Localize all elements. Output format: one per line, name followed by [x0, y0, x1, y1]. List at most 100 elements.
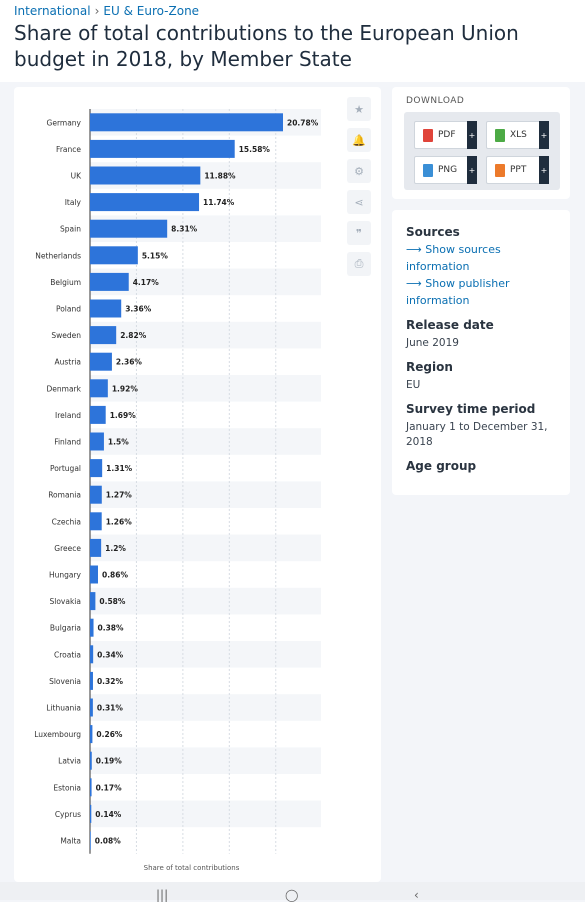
quote-icon[interactable]: ❞ — [347, 221, 371, 245]
download-png-button[interactable]: PNG + — [414, 156, 477, 184]
bar[interactable] — [90, 219, 168, 238]
back-icon[interactable]: ‹ — [414, 888, 419, 902]
breadcrumb-separator: › — [94, 4, 100, 18]
category-label: Bulgaria — [50, 624, 81, 633]
gear-icon[interactable]: ⚙ — [347, 159, 371, 183]
category-label: Czechia — [52, 517, 81, 526]
bar[interactable] — [90, 326, 117, 345]
download-ppt-button[interactable]: PPT + — [486, 156, 549, 184]
download-pdf-button[interactable]: PDF + — [414, 121, 477, 149]
value-label: 0.31% — [97, 704, 124, 713]
bar[interactable] — [90, 698, 93, 717]
bar[interactable] — [90, 166, 201, 185]
star-icon[interactable]: ★ — [347, 97, 371, 121]
bar[interactable] — [90, 831, 91, 850]
bar[interactable] — [90, 113, 283, 132]
plus-icon[interactable]: + — [539, 121, 549, 149]
category-label: Estonia — [53, 783, 81, 792]
region-value: EU — [406, 379, 421, 391]
show-publisher-label: Show publisher information — [406, 277, 510, 307]
row-band — [90, 641, 321, 668]
value-label: 0.17% — [96, 783, 123, 792]
row-band — [90, 587, 321, 615]
bar[interactable] — [90, 565, 98, 584]
plus-icon[interactable]: + — [467, 121, 477, 149]
age-group-heading: Age group — [406, 459, 477, 473]
download-title: DOWNLOAD — [406, 96, 465, 106]
bar[interactable] — [90, 432, 104, 451]
value-label: 0.38% — [98, 624, 125, 633]
home-icon[interactable]: ◯ — [285, 888, 299, 902]
download-xls-button[interactable]: XLS + — [486, 121, 549, 149]
value-label: 0.14% — [95, 810, 122, 819]
value-label: 0.32% — [97, 677, 124, 686]
value-label: 8.31% — [171, 225, 198, 234]
bar[interactable] — [90, 405, 106, 424]
category-label: Poland — [56, 305, 81, 314]
show-sources-label: Show sources information — [406, 243, 501, 273]
bell-icon[interactable]: 🔔 — [347, 128, 371, 152]
bar[interactable] — [90, 725, 93, 744]
category-label: Finland — [54, 438, 81, 447]
value-label: 1.5% — [108, 438, 129, 447]
bar[interactable] — [90, 246, 138, 265]
xls-file-icon — [495, 128, 505, 142]
breadcrumb: International › EU & Euro-Zone — [14, 4, 199, 18]
value-label: 1.2% — [105, 544, 126, 553]
print-icon[interactable]: ⎙ — [347, 252, 371, 276]
value-label: 20.78% — [287, 118, 319, 127]
plus-icon[interactable]: + — [539, 156, 549, 184]
category-label: Belgium — [50, 278, 81, 287]
bar[interactable] — [90, 299, 122, 318]
share-icon[interactable]: ⋖ — [347, 190, 371, 214]
row-band — [90, 321, 321, 349]
bar[interactable] — [90, 139, 235, 158]
bar[interactable] — [90, 778, 92, 797]
bar[interactable] — [90, 618, 94, 637]
category-label: Greece — [54, 544, 81, 553]
bar[interactable] — [90, 751, 92, 770]
value-label: 5.15% — [142, 251, 169, 260]
category-label: Luxembourg — [34, 730, 81, 739]
category-label: Austria — [55, 358, 82, 367]
bar[interactable] — [90, 645, 94, 664]
bar[interactable] — [90, 538, 102, 557]
category-label: Sweden — [51, 331, 81, 340]
header-background — [0, 0, 585, 82]
bar[interactable] — [90, 485, 102, 504]
ppt-file-icon — [495, 163, 505, 177]
download-ppt-label: PPT — [510, 165, 527, 175]
show-sources-link[interactable]: ⟶ Show sources information — [406, 241, 561, 275]
breadcrumb-child-link[interactable]: EU & Euro-Zone — [103, 4, 200, 18]
category-label: Slovakia — [50, 597, 82, 606]
bar[interactable] — [90, 272, 129, 291]
info-panel: Sources ⟶ Show sources information ⟶ Sho… — [392, 210, 570, 495]
bar[interactable] — [90, 379, 108, 398]
show-publisher-link[interactable]: ⟶ Show publisher information — [406, 275, 561, 309]
download-panel: DOWNLOAD PDF + XLS + PNG + PPT + — [392, 87, 570, 199]
download-grid: PDF + XLS + PNG + PPT + — [404, 112, 560, 190]
category-label: Ireland — [55, 411, 81, 420]
bar[interactable] — [90, 804, 92, 823]
plus-icon[interactable]: + — [467, 156, 477, 184]
row-band — [90, 534, 321, 562]
png-file-icon — [423, 163, 433, 177]
value-label: 0.86% — [102, 571, 129, 580]
category-label: Spain — [60, 225, 81, 234]
category-label: Lithuania — [46, 704, 81, 713]
row-band — [90, 428, 321, 455]
bar[interactable] — [90, 592, 96, 611]
category-label: Portugal — [50, 464, 81, 473]
bar[interactable] — [90, 459, 103, 478]
bar[interactable] — [90, 352, 112, 371]
sources-heading: Sources — [406, 225, 460, 239]
row-band — [90, 694, 321, 721]
bar[interactable] — [90, 671, 93, 690]
recent-apps-icon[interactable]: ||| — [156, 888, 169, 902]
category-label: Netherlands — [35, 251, 81, 260]
download-pdf-label: PDF — [438, 130, 456, 140]
bar[interactable] — [90, 193, 200, 212]
bar[interactable] — [90, 512, 102, 531]
breadcrumb-parent-link[interactable]: International — [14, 4, 91, 18]
system-nav-bar: ||| ◯ ‹ — [0, 882, 585, 902]
